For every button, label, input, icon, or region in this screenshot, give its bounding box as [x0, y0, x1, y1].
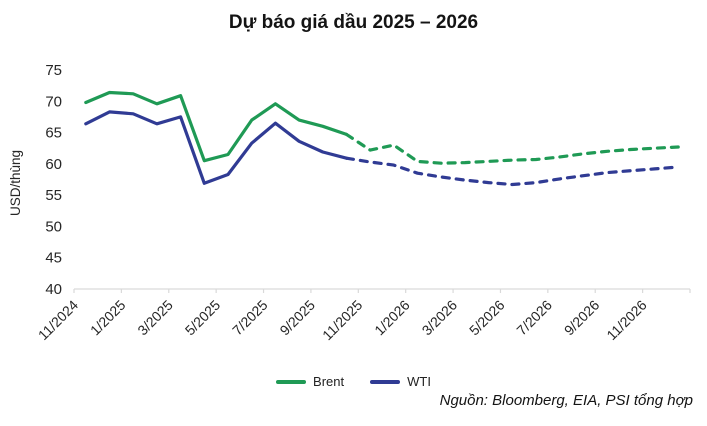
brent-line-actual [84, 90, 349, 163]
x-tick-label: 11/2025 [319, 297, 366, 344]
wti-line-actual [84, 110, 349, 185]
y-tick-label: 65 [45, 125, 62, 142]
legend-label-wti: WTI [407, 374, 431, 389]
x-tick-label: 7/2025 [229, 297, 271, 339]
x-tick-label: 7/2026 [513, 297, 555, 339]
x-tick-label: 9/2025 [276, 297, 318, 339]
wti-line-forecast [344, 156, 680, 187]
legend-item-wti: WTI [370, 374, 431, 389]
y-tick-label: 50 [45, 218, 62, 235]
source-note: Nguồn: Bloomberg, EIA, PSI tổng hợp [439, 392, 693, 409]
y-tick-label: 75 [45, 62, 62, 79]
y-axis-title: USD/thùng [8, 150, 23, 216]
legend-label-brent: Brent [313, 374, 345, 389]
x-tick-label: 3/2025 [134, 297, 176, 339]
y-tick-label: 70 [45, 93, 62, 110]
legend-item-brent: Brent [276, 374, 344, 389]
y-tick-label: 60 [45, 156, 62, 173]
x-tick-label: 9/2026 [561, 297, 603, 339]
x-tick-label: 11/2026 [603, 297, 650, 344]
oil-price-chart: USD/thùng 11/2024 1/2025 3/2025 5/2025 7/202… [8, 62, 691, 344]
legend: Brent WTI [0, 374, 707, 389]
brent-line-forecast [344, 132, 680, 165]
chart-title: Dự báo giá dầu 2025 – 2026 [228, 12, 479, 33]
y-tick-label: 45 [45, 250, 62, 267]
x-tick-label: 5/2026 [466, 297, 508, 339]
x-tick-label: 5/2025 [182, 297, 224, 339]
x-tick-label: 3/2026 [419, 297, 461, 339]
x-tick-label: 11/2024 [35, 297, 82, 344]
y-tick-label: 40 [45, 281, 62, 298]
x-tick-label: 1/2026 [371, 297, 413, 339]
wti-line-swatch [370, 379, 401, 384]
y-tick-label: 55 [45, 187, 62, 204]
x-tick-label: 1/2025 [87, 297, 129, 339]
brent-line-swatch [276, 379, 307, 384]
